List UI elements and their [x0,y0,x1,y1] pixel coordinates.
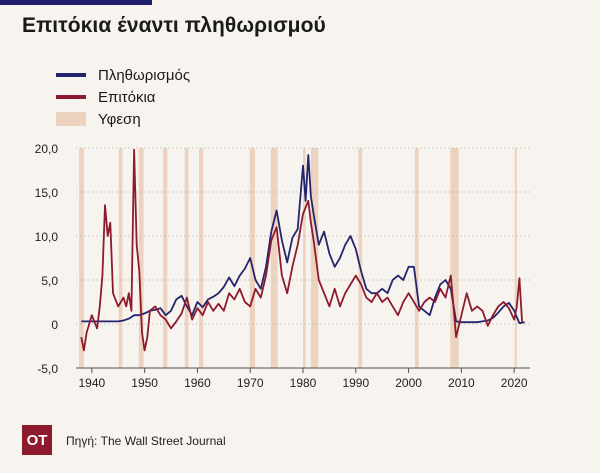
legend-item-inflation: Πληθωρισμός [56,64,190,86]
y-tick-label: 0 [51,318,58,332]
legend-item-rates: Επιτόκια [56,86,190,108]
title-accent-bar [0,0,152,5]
legend-label-recession: Υφεση [98,110,141,128]
x-tick-label: 2010 [448,376,475,390]
legend-swatch-inflation [56,73,86,77]
y-tick-label: 10,0 [35,230,59,244]
x-tick-label: 1990 [342,376,369,390]
recession-band-4 [184,148,189,368]
ot-logo: OT [22,425,52,455]
chart-title: Επιτόκια έναντι πληθωρισμού [22,14,326,37]
recession-bands [79,148,517,368]
recession-band-8 [303,148,306,368]
y-tick-label: -5,0 [37,362,58,376]
legend-label-rates: Επιτόκια [98,88,156,106]
x-tick-label: 1940 [78,376,105,390]
recession-band-12 [450,148,459,368]
rates-line [80,148,523,352]
x-tick-label: 1950 [131,376,158,390]
recession-band-2 [138,148,144,368]
series-lines [80,148,525,352]
legend-swatch-rates [56,95,86,99]
legend-swatch-recession [56,112,86,126]
legend-label-inflation: Πληθωρισμός [98,66,191,84]
x-tick-label: 1980 [290,376,317,390]
legend: Πληθωρισμός Επιτόκια Υφεση [56,64,190,130]
recession-band-13 [514,148,517,368]
x-tick-label: 2020 [501,376,528,390]
x-tick-label: 1970 [237,376,264,390]
x-tick-label: 1960 [184,376,211,390]
recession-band-9 [310,148,319,368]
recession-band-3 [163,148,168,368]
recession-band-10 [358,148,363,368]
recession-band-0 [79,148,84,368]
recession-band-11 [414,148,419,368]
x-axis: 1940 1950 1960 1970 1980 1990 2000 2010 2020 [76,367,530,390]
inflation-line [81,154,525,324]
recession-band-7 [270,148,278,368]
y-axis: -5,0 0 5,0 10,0 15,0 20,0 [35,142,59,376]
recession-band-6 [249,148,255,368]
y-tick-label: 5,0 [41,274,58,288]
legend-item-recession: Υφεση [56,108,190,130]
source-note: Πηγή: The Wall Street Journal [66,434,226,448]
x-tick-label: 2000 [395,376,422,390]
y-tick-label: 15,0 [35,186,59,200]
recession-band-5 [199,148,204,368]
y-tick-label: 20,0 [35,142,59,156]
recession-band-1 [118,148,123,368]
